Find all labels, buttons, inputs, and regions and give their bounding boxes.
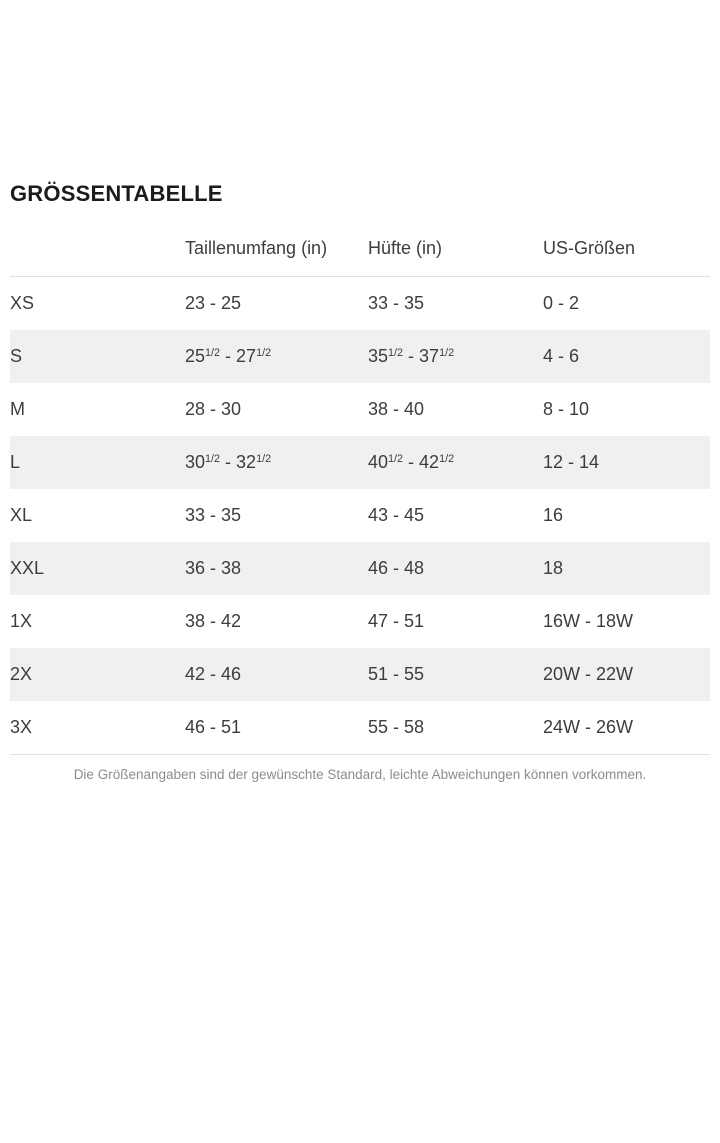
waist-column-header: Taillenumfang (in) [185, 205, 368, 277]
size-table-body: XS 23 - 25 33 - 35 0 - 2 S 251/2 - 271/2 351/2… [10, 277, 710, 755]
us-size-cell: 12 - 14 [543, 452, 600, 472]
us-size-cell: 24W - 26W [543, 701, 710, 755]
hip-column-header: Hüfte (in) [368, 205, 543, 277]
size-table-header: Taillenumfang (in) Hüfte (in) US-Größen [10, 205, 710, 277]
us-size-cell: 4 - 6 [543, 346, 580, 366]
waist-cell: 36 - 38 [185, 558, 242, 578]
size-cell: 3X [10, 701, 185, 755]
table-row: XXL 36 - 38 46 - 48 18 [10, 542, 710, 595]
table-row: XL 33 - 35 43 - 45 16 [10, 489, 710, 542]
us-size-cell: 16 [543, 505, 564, 525]
us-size-cell: 8 - 10 [543, 399, 590, 419]
table-row: 3X 46 - 51 55 - 58 24W - 26W [10, 701, 710, 755]
size-cell: 2X [10, 664, 33, 684]
waist-cell: 28 - 30 [185, 399, 242, 419]
size-cell: XXL [10, 558, 45, 578]
size-table: Taillenumfang (in) Hüfte (in) US-Größen … [10, 205, 710, 755]
hip-cell: 38 - 40 [368, 399, 425, 419]
table-row: 2X 42 - 46 51 - 55 20W - 22W [10, 648, 710, 701]
hip-cell: 55 - 58 [368, 701, 543, 755]
size-cell: S [10, 346, 23, 366]
header-row: Taillenumfang (in) Hüfte (in) US-Größen [10, 205, 710, 277]
waist-cell: 33 - 35 [185, 505, 242, 525]
hip-cell: 47 - 51 [368, 611, 425, 631]
hip-cell: 33 - 35 [368, 293, 425, 313]
page-title: GRÖSSENTABELLE [10, 181, 223, 206]
hip-cell: 51 - 55 [368, 664, 425, 684]
size-cell: XL [10, 505, 33, 525]
waist-cell: 38 - 42 [185, 611, 242, 631]
waist-cell: 251/2 - 271/2 [185, 346, 272, 366]
table-row: L 301/2 - 321/2 401/2 - 421/2 12 - 14 [10, 436, 710, 489]
hip-cell: 43 - 45 [368, 505, 425, 525]
table-row: S 251/2 - 271/2 351/2 - 371/2 4 - 6 [10, 330, 710, 383]
waist-cell: 46 - 51 [185, 701, 368, 755]
us-size-cell: 0 - 2 [543, 293, 580, 313]
hip-cell: 351/2 - 371/2 [368, 346, 455, 366]
hip-cell: 46 - 48 [368, 558, 425, 578]
table-row: XS 23 - 25 33 - 35 0 - 2 [10, 277, 710, 331]
waist-cell: 23 - 25 [185, 293, 242, 313]
size-cell: L [10, 452, 21, 472]
waist-cell: 301/2 - 321/2 [185, 452, 272, 472]
hip-cell: 401/2 - 421/2 [368, 452, 455, 472]
size-column-header [10, 205, 185, 277]
size-cell: XS [10, 293, 35, 313]
us-size-cell: 16W - 18W [543, 611, 634, 631]
size-chart-page: GRÖSSENTABELLE Taillenumfang (in) Hüfte … [0, 183, 720, 782]
us-size-cell: 18 [543, 558, 564, 578]
size-cell: M [10, 399, 25, 419]
size-cell: 1X [10, 611, 33, 631]
us-size-cell: 20W - 22W [543, 664, 634, 684]
table-row: M 28 - 30 38 - 40 8 - 10 [10, 383, 710, 436]
us-size-column-header: US-Größen [543, 205, 710, 277]
waist-cell: 42 - 46 [185, 664, 242, 684]
size-disclaimer-note: Die Größenangaben sind der gewünschte St… [73, 767, 647, 782]
table-row: 1X 38 - 42 47 - 51 16W - 18W [10, 595, 710, 648]
